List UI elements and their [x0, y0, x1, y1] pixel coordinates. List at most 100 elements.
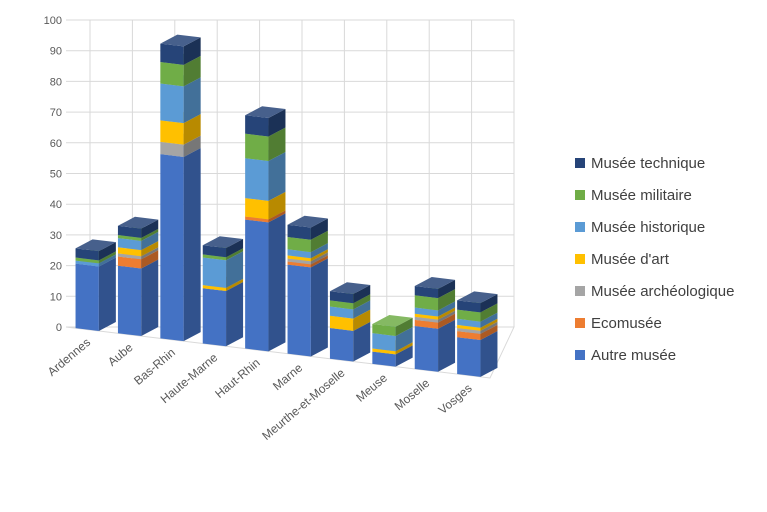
bar-front-face: [329, 315, 354, 331]
bar-front-face: [414, 319, 439, 329]
bar-side-face: [226, 278, 244, 291]
legend-entry: Autre musée: [575, 347, 676, 364]
bar-segment: [457, 291, 498, 313]
bar-side-face: [395, 342, 413, 355]
bar-side-face: [310, 252, 328, 265]
bar-side-face: [183, 55, 201, 87]
bar-side-face: [438, 301, 456, 317]
legend-label: Ecomusée: [591, 315, 662, 332]
bar-side-face: [141, 228, 159, 241]
bar-side-face: [183, 37, 201, 65]
bar-segment: [160, 145, 201, 342]
bar-front-face: [160, 141, 184, 157]
bar-front-face: [287, 236, 311, 253]
bar-front-face: [75, 263, 99, 331]
bar-side-face: [98, 251, 116, 264]
y-tick-label: 30: [50, 230, 62, 242]
bar-side-face: [353, 294, 371, 310]
bar-side-face: [268, 213, 286, 352]
bar-front-face: [329, 300, 354, 310]
bar-front-face: [414, 286, 439, 299]
bar-top-face: [160, 34, 201, 47]
bar-segment: [117, 256, 159, 337]
bar-front-face: [457, 337, 481, 377]
y-tick-label: 50: [50, 169, 62, 181]
bar-side-face: [438, 279, 456, 299]
bar-side-face: [310, 230, 328, 253]
bar-front-face: [245, 133, 269, 162]
y-tick-label: 100: [44, 15, 62, 27]
bar-front-face: [202, 288, 227, 347]
bar-side-face: [480, 324, 498, 341]
legend-entry: Musée d'art: [575, 251, 670, 268]
x-tick-label: Bas-Rhin: [131, 345, 178, 387]
legend-label: Musée militaire: [591, 187, 692, 204]
x-tick-label: Meuse: [353, 371, 390, 405]
bar-front-face: [414, 307, 439, 317]
bar-top-face: [457, 291, 498, 304]
bar-side-face: [183, 114, 201, 145]
bar-side-face: [268, 210, 286, 223]
y-tick-label: 40: [50, 199, 62, 211]
bar-side-face: [183, 135, 201, 157]
bar-side-face: [310, 243, 328, 259]
bar-side-face: [141, 241, 159, 257]
bar-front-face: [245, 219, 269, 352]
bar-side-face: [395, 326, 413, 352]
bar-front-face: [245, 216, 269, 223]
bar-front-face: [457, 327, 481, 334]
x-tick-label: Moselle: [392, 376, 433, 414]
bar-segment: [75, 239, 116, 261]
bar-front-face: [457, 324, 481, 331]
bar-front-face: [457, 331, 481, 341]
bar-top-face: [372, 314, 413, 327]
bar-front-face: [287, 261, 311, 268]
legend-swatch: [575, 254, 585, 264]
bar-side-face: [310, 249, 328, 262]
x-tick-label: Aube: [105, 340, 136, 369]
bar-front-face: [117, 253, 142, 260]
bar-side-face: [480, 318, 498, 331]
bar-side-face: [183, 147, 201, 342]
bar-side-face: [438, 289, 456, 311]
bar-side-face: [141, 219, 159, 238]
bar-front-face: [372, 333, 396, 352]
bar-top-face: [75, 239, 116, 252]
bar-front-face: [245, 115, 269, 137]
bar-front-face: [245, 198, 269, 220]
legend-label: Musée technique: [591, 155, 705, 172]
legend-swatch: [575, 222, 585, 232]
legend-swatch: [575, 158, 585, 168]
x-tick-label: Ardennes: [45, 335, 93, 379]
bar-front-face: [160, 43, 184, 65]
x-tick-label: Marne: [270, 360, 305, 393]
y-tick-label: 90: [50, 46, 62, 58]
bar-side-face: [353, 300, 371, 319]
legend-entry: Musée historique: [575, 219, 705, 236]
bar-segment: [414, 277, 456, 299]
y-tick-label: 20: [50, 261, 62, 273]
legend-swatch: [575, 286, 585, 296]
bar-front-face: [287, 224, 311, 240]
bar-side-face: [438, 310, 456, 323]
bar-top-face: [202, 236, 244, 249]
legend-label: Autre musée: [591, 347, 676, 364]
bar-top-face: [414, 277, 456, 289]
bar-side-face: [226, 251, 244, 288]
bar-front-face: [414, 325, 439, 372]
bar-side-face: [98, 257, 116, 331]
legend-label: Musée d'art: [591, 251, 670, 268]
bar-front-face: [372, 348, 396, 355]
bars: [75, 34, 498, 377]
bar-side-face: [141, 259, 159, 337]
bar-side-face: [438, 319, 456, 372]
bar-side-face: [141, 247, 159, 260]
bar-segment: [329, 282, 371, 304]
y-tick-label: 0: [56, 322, 62, 334]
bar-front-face: [372, 323, 396, 336]
bar-segment: [372, 314, 413, 336]
bar-front-face: [202, 257, 227, 288]
bar-front-face: [414, 295, 439, 311]
bar-front-face: [287, 255, 311, 262]
